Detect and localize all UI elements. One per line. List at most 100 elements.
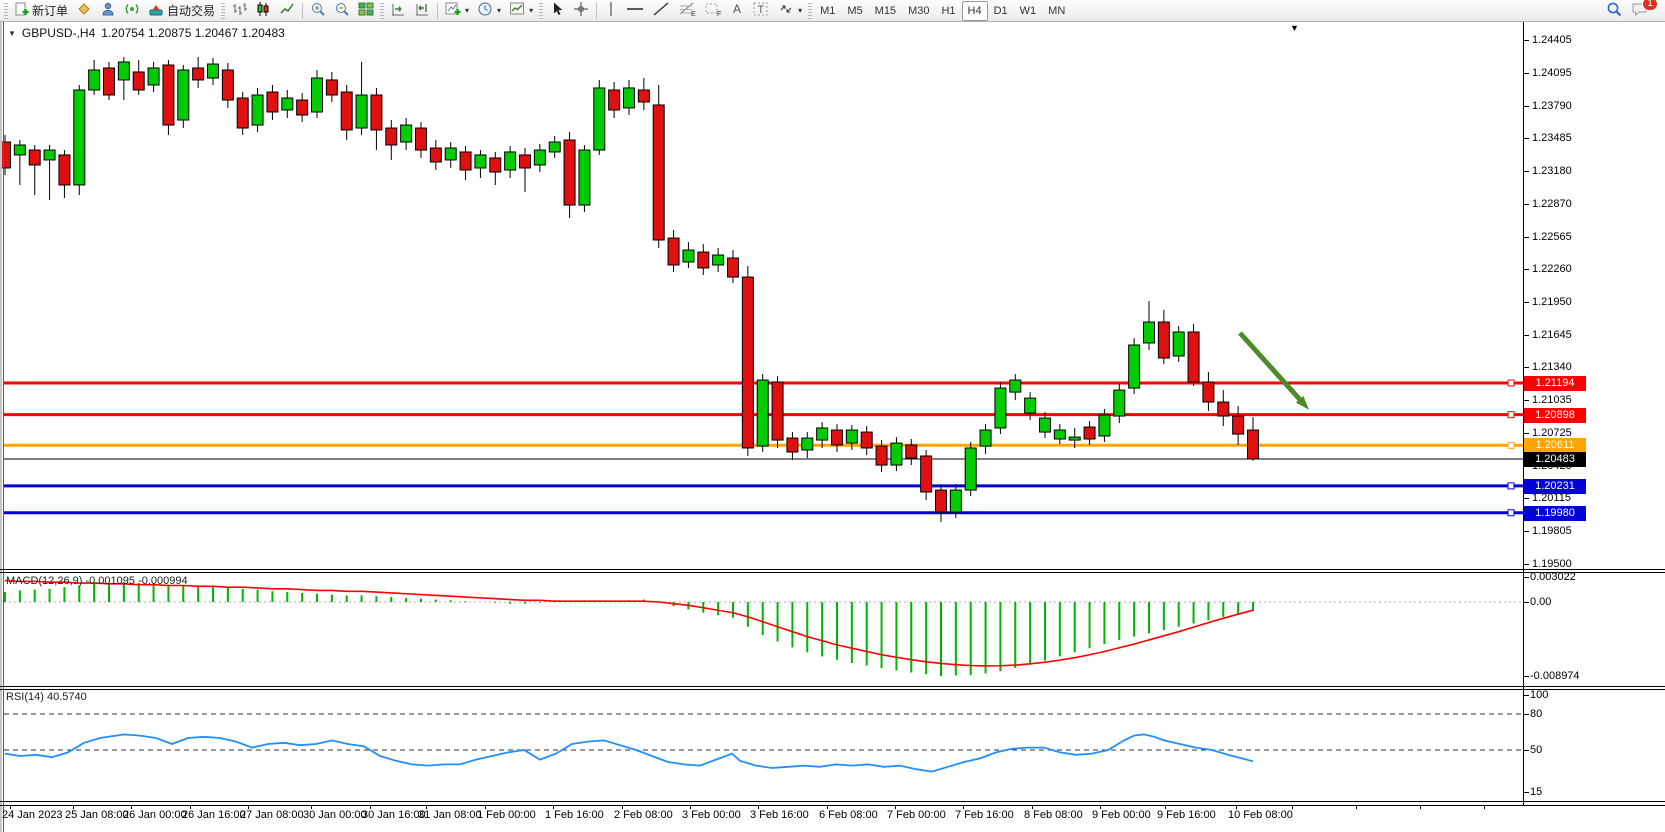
timeframe-button-m15[interactable]: M15: [874, 4, 897, 17]
hline-anchor-handle[interactable]: [1507, 482, 1515, 490]
candle-body: [0, 141, 11, 169]
tile-windows-button[interactable]: [354, 0, 378, 22]
cursor-arrow-icon: [549, 1, 565, 20]
candle-body: [1038, 417, 1051, 433]
channel-icon: F: [704, 1, 722, 20]
price-tick: [1523, 564, 1529, 565]
toolbar-grip[interactable]: [221, 2, 226, 19]
broadcast-button[interactable]: [120, 0, 144, 22]
timeframe-button-h1[interactable]: H1: [941, 4, 956, 17]
auto-trading-button[interactable]: 自动交易: [144, 0, 219, 22]
candle-body: [578, 149, 591, 206]
hline-anchor-handle[interactable]: [1507, 441, 1515, 449]
trend-arrow-object[interactable]: [1238, 331, 1305, 405]
text-button[interactable]: A: [726, 0, 748, 22]
candle-body: [504, 151, 517, 171]
text-label-icon: T: [752, 1, 770, 20]
hline-anchor-handle[interactable]: [1507, 379, 1515, 387]
chart-shift-button[interactable]: [410, 0, 434, 22]
price-tick-label: 1.24095: [1532, 67, 1572, 80]
candle-body: [786, 437, 799, 453]
channel-button[interactable]: F: [700, 0, 726, 22]
shapes-button[interactable]: ▾: [774, 0, 806, 22]
zoom-in-button[interactable]: [306, 0, 330, 22]
pane-separator[interactable]: [0, 689, 1665, 690]
svg-text:F: F: [717, 11, 721, 17]
macd-axis-tick: [1523, 602, 1529, 603]
horizontal-line-button[interactable]: [622, 0, 648, 22]
candle-body: [1068, 436, 1081, 441]
one-click-trading-collapse-icon[interactable]: ▼: [8, 28, 16, 38]
date-axis-tick: [1236, 805, 1237, 809]
timeframe-button-w1[interactable]: W1: [1019, 4, 1037, 17]
timeframe-button-h4[interactable]: H4: [961, 0, 988, 21]
candle-body: [1202, 381, 1215, 403]
metaeditor-button[interactable]: [72, 0, 96, 22]
text-a-icon: A: [730, 1, 744, 20]
date-axis-label: 24 Jan 2023: [2, 809, 63, 821]
macd-axis-label: -0.008974: [1530, 670, 1580, 682]
hline-anchor-handle[interactable]: [1507, 509, 1515, 517]
candle-body: [801, 437, 814, 451]
pane-separator[interactable]: [0, 569, 1665, 570]
crosshair-button[interactable]: [569, 0, 593, 22]
rsi-axis-tick: [1523, 750, 1529, 751]
new-order-button[interactable]: 新订单: [10, 0, 72, 22]
rsi-axis-label: 15: [1530, 786, 1543, 798]
pane-separator[interactable]: [0, 686, 1665, 687]
toolbar-grip[interactable]: [808, 2, 813, 19]
bar-chart-button[interactable]: [227, 0, 251, 22]
vertical-line-icon: [604, 1, 618, 20]
price-tick-label: 1.21035: [1532, 394, 1572, 407]
candle-body: [88, 69, 101, 91]
date-axis-tick: [248, 805, 249, 809]
candle-body: [1009, 379, 1022, 393]
search-button[interactable]: [1602, 0, 1627, 22]
cursor-button[interactable]: [545, 0, 569, 22]
line-chart-button[interactable]: [275, 0, 299, 22]
toolbar-grip[interactable]: [539, 2, 544, 19]
candle-body: [518, 154, 531, 169]
candlestick-chart-button[interactable]: [251, 0, 275, 22]
indicators-button[interactable]: ▾: [441, 0, 473, 22]
chat-button[interactable]: 1: [1627, 0, 1658, 22]
price-tick-label: 1.23790: [1532, 99, 1572, 112]
rsi-axis-label: 80: [1530, 708, 1543, 720]
pane-separator[interactable]: [0, 801, 1665, 802]
price-tick-label: 1.22565: [1532, 230, 1572, 243]
trendline-button[interactable]: [648, 0, 674, 22]
chart-window[interactable]: ▼ GBPUSD-,H4 1.20754 1.20875 1.20467 1.2…: [0, 22, 1665, 832]
date-axis-tick: [311, 805, 312, 809]
candle-body: [622, 87, 635, 109]
date-axis-border: [0, 805, 1665, 806]
date-axis-label: 9 Feb 16:00: [1157, 809, 1216, 821]
vertical-line-button[interactable]: [600, 0, 622, 22]
hline-anchor-handle[interactable]: [1507, 411, 1515, 419]
timeframe-button-m5[interactable]: M5: [847, 4, 863, 17]
chart-shift-marker-icon[interactable]: ▼: [1290, 23, 1299, 33]
community-button[interactable]: [96, 0, 120, 22]
profile-icon: [100, 1, 116, 20]
text-label-button[interactable]: T: [748, 0, 774, 22]
timeframe-button-d1[interactable]: D1: [993, 4, 1008, 17]
candle-body: [13, 144, 26, 156]
candle-body: [400, 124, 413, 143]
periods-button[interactable]: ▾: [473, 0, 505, 22]
toolbar-grip[interactable]: [380, 2, 385, 19]
date-axis-tick: [10, 805, 11, 809]
zoom-out-button[interactable]: [330, 0, 354, 22]
auto-scroll-button[interactable]: [386, 0, 410, 22]
toolbar-grip[interactable]: [4, 2, 8, 19]
hline-price-badge: 1.20611: [1524, 438, 1586, 454]
pane-separator[interactable]: [0, 572, 1665, 573]
timeframe-button-mn[interactable]: MN: [1048, 4, 1066, 17]
templates-button[interactable]: ▾: [505, 0, 537, 22]
candle-body: [221, 69, 234, 101]
fibonacci-button[interactable]: E: [674, 0, 700, 22]
price-tick: [1523, 531, 1529, 533]
timeframe-button-m30[interactable]: M30: [908, 4, 930, 17]
price-tick: [1523, 367, 1529, 369]
bar-chart-icon: [231, 1, 248, 20]
timeframe-button-m1[interactable]: M1: [820, 4, 836, 17]
